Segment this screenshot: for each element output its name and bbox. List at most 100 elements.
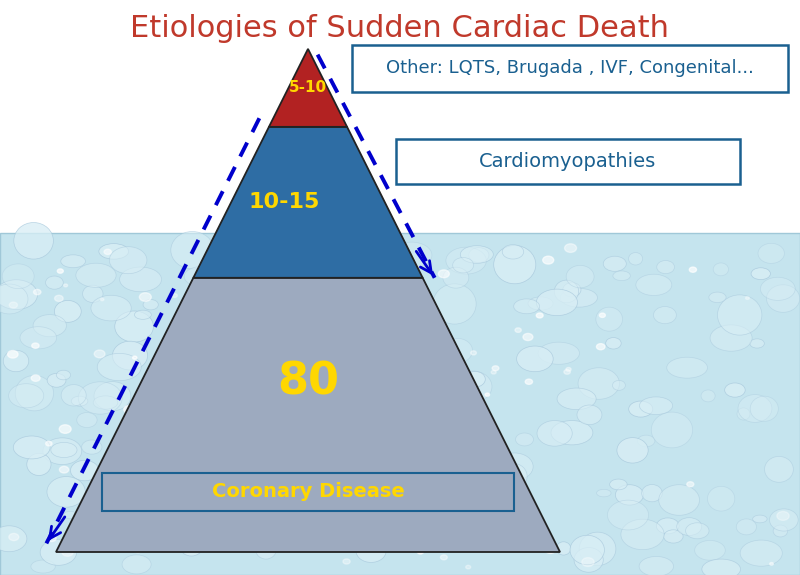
Ellipse shape	[538, 342, 579, 365]
Bar	[0, 233, 800, 575]
Ellipse shape	[362, 416, 378, 428]
Ellipse shape	[666, 357, 707, 378]
Ellipse shape	[770, 509, 798, 531]
Ellipse shape	[642, 485, 662, 502]
Ellipse shape	[204, 519, 246, 540]
Ellipse shape	[82, 285, 103, 302]
Ellipse shape	[54, 301, 82, 323]
Circle shape	[599, 313, 606, 317]
Ellipse shape	[0, 284, 28, 314]
Ellipse shape	[551, 420, 593, 445]
Ellipse shape	[707, 486, 734, 511]
Ellipse shape	[758, 243, 784, 263]
Ellipse shape	[510, 512, 525, 523]
Ellipse shape	[26, 453, 51, 476]
Ellipse shape	[578, 368, 619, 399]
Ellipse shape	[237, 354, 252, 368]
Ellipse shape	[302, 269, 329, 293]
Ellipse shape	[47, 477, 86, 507]
Ellipse shape	[184, 267, 219, 286]
Ellipse shape	[570, 535, 605, 565]
Circle shape	[32, 343, 39, 348]
Ellipse shape	[20, 327, 57, 349]
Ellipse shape	[120, 267, 162, 292]
Ellipse shape	[502, 244, 524, 259]
Ellipse shape	[256, 540, 276, 559]
Circle shape	[438, 270, 450, 278]
Ellipse shape	[446, 247, 486, 274]
Ellipse shape	[47, 373, 66, 387]
Ellipse shape	[200, 485, 218, 498]
Circle shape	[597, 344, 605, 350]
Circle shape	[526, 379, 533, 384]
Ellipse shape	[322, 515, 342, 529]
Ellipse shape	[702, 559, 741, 575]
Ellipse shape	[718, 295, 762, 335]
Circle shape	[437, 492, 446, 499]
Circle shape	[124, 405, 134, 413]
Circle shape	[690, 267, 697, 273]
Ellipse shape	[454, 371, 492, 402]
Ellipse shape	[277, 412, 298, 423]
Ellipse shape	[162, 396, 206, 426]
Circle shape	[686, 482, 694, 487]
Circle shape	[466, 565, 470, 569]
Ellipse shape	[181, 293, 208, 313]
Circle shape	[230, 336, 242, 344]
Ellipse shape	[615, 485, 643, 505]
Circle shape	[59, 466, 69, 473]
Ellipse shape	[738, 394, 772, 423]
Circle shape	[421, 366, 426, 370]
Ellipse shape	[43, 438, 82, 465]
Ellipse shape	[664, 530, 683, 543]
Circle shape	[193, 316, 197, 319]
Ellipse shape	[536, 289, 578, 316]
Circle shape	[7, 351, 18, 358]
Text: 80: 80	[277, 361, 339, 404]
Circle shape	[202, 507, 206, 511]
Ellipse shape	[603, 256, 626, 271]
Circle shape	[31, 375, 40, 381]
Ellipse shape	[613, 381, 626, 390]
Ellipse shape	[377, 516, 401, 532]
Circle shape	[470, 351, 477, 355]
Ellipse shape	[621, 519, 664, 550]
Ellipse shape	[351, 392, 370, 404]
Circle shape	[413, 534, 418, 538]
Ellipse shape	[517, 346, 553, 371]
Text: Etiologies of Sudden Cardiac Death: Etiologies of Sudden Cardiac Death	[130, 14, 670, 43]
Ellipse shape	[110, 247, 147, 274]
Ellipse shape	[515, 433, 534, 446]
Ellipse shape	[441, 439, 469, 456]
Circle shape	[536, 313, 543, 318]
Circle shape	[313, 460, 319, 465]
Ellipse shape	[276, 435, 296, 453]
Circle shape	[515, 328, 522, 332]
Ellipse shape	[234, 479, 265, 496]
Ellipse shape	[372, 526, 391, 544]
Circle shape	[34, 289, 41, 295]
Ellipse shape	[709, 292, 726, 302]
Circle shape	[566, 367, 571, 371]
Ellipse shape	[658, 485, 699, 515]
Polygon shape	[194, 127, 422, 278]
Ellipse shape	[560, 288, 598, 307]
Circle shape	[101, 298, 104, 301]
Ellipse shape	[103, 526, 125, 540]
Circle shape	[482, 484, 494, 493]
Ellipse shape	[686, 523, 709, 539]
Ellipse shape	[346, 458, 374, 477]
Circle shape	[101, 470, 111, 478]
Ellipse shape	[478, 457, 490, 469]
Ellipse shape	[610, 479, 627, 490]
Ellipse shape	[98, 354, 142, 381]
Circle shape	[564, 370, 570, 374]
Ellipse shape	[389, 254, 414, 274]
Text: Cardiomyopathies: Cardiomyopathies	[479, 152, 657, 171]
Circle shape	[179, 420, 191, 428]
Ellipse shape	[422, 399, 438, 408]
Ellipse shape	[31, 560, 55, 573]
Ellipse shape	[410, 454, 446, 475]
Ellipse shape	[168, 375, 188, 390]
Circle shape	[523, 334, 533, 340]
